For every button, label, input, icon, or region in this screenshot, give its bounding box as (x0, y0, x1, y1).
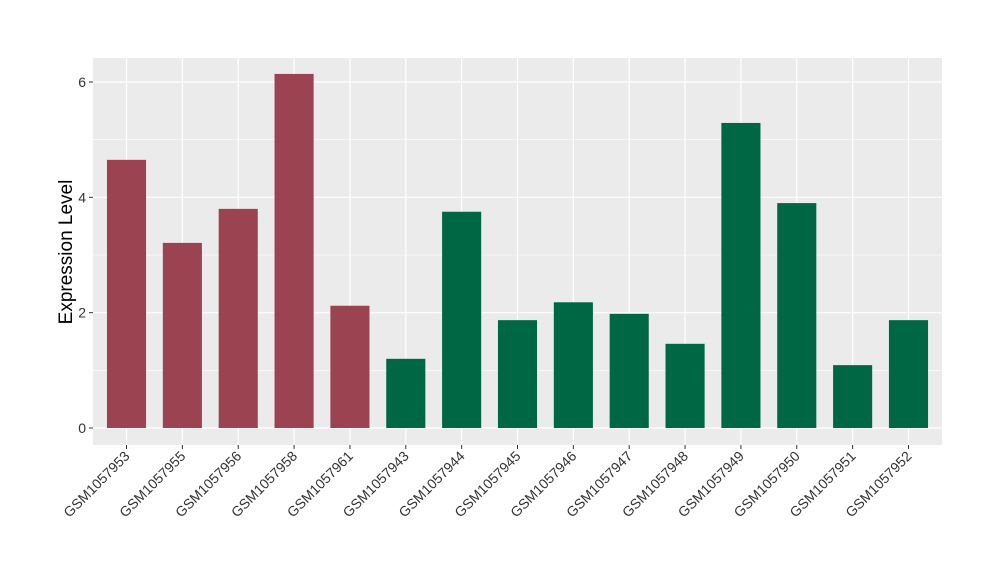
y-tick-label: 4 (78, 189, 86, 205)
bar-GSM1057961 (330, 305, 370, 428)
bar-GSM1057948 (665, 343, 705, 428)
bar-GSM1057943 (386, 358, 426, 428)
bar-GSM1057953 (106, 159, 147, 428)
bar-GSM1057947 (609, 313, 649, 428)
bar-GSM1057949 (721, 122, 761, 429)
bar-GSM1057945 (497, 320, 538, 428)
x-axis: GSM1057953GSM1057955GSM1057956GSM1057958… (60, 445, 915, 520)
bar-GSM1057955 (162, 242, 202, 428)
y-tick-label: 6 (78, 74, 86, 90)
bar-GSM1057958 (274, 73, 314, 428)
y-axis: 0 2 4 6 (78, 74, 93, 436)
bar-GSM1057952 (888, 320, 929, 428)
bar-GSM1057944 (442, 211, 482, 428)
y-tick-label: 2 (78, 305, 86, 321)
bar-GSM1057950 (777, 203, 817, 428)
y-axis-label: Expression Level (56, 180, 77, 325)
bar-GSM1057946 (553, 302, 593, 428)
bars (106, 73, 929, 429)
bar-GSM1057951 (833, 365, 873, 428)
y-tick-label: 0 (78, 420, 86, 436)
bar-GSM1057956 (218, 208, 258, 428)
